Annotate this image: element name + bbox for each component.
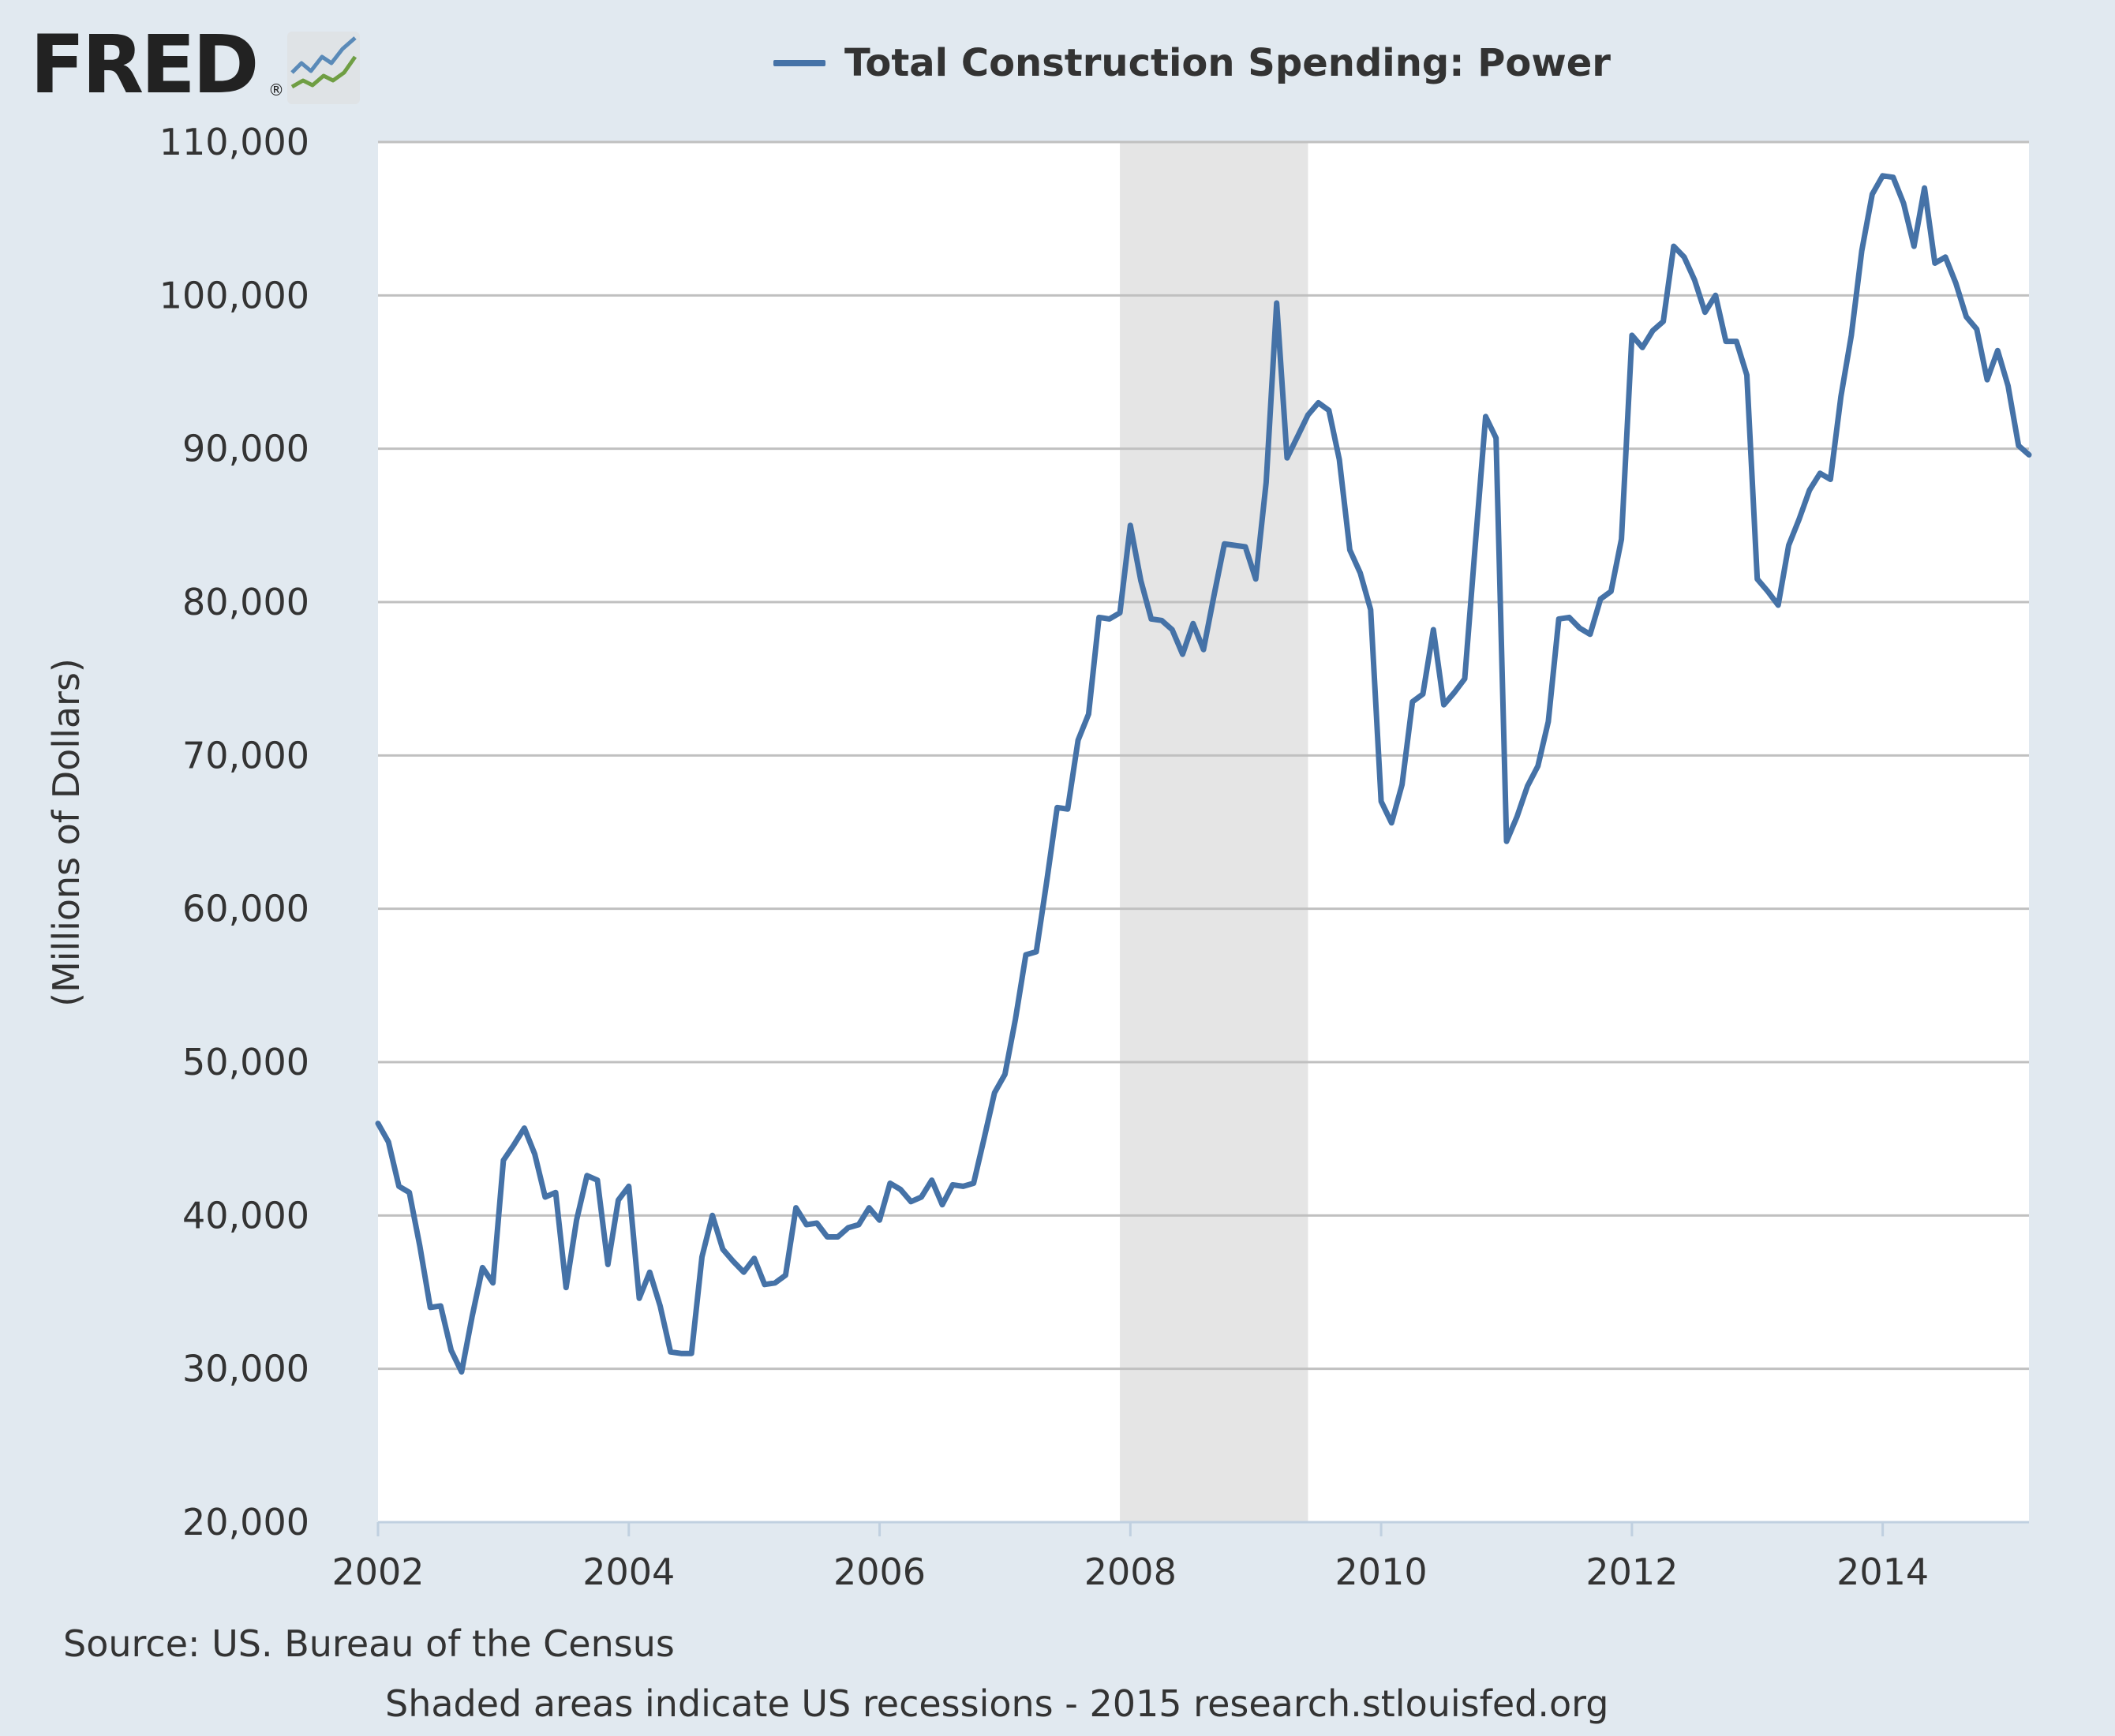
x-tick-label: 2002 [331,1551,424,1593]
x-tick-label: 2006 [833,1551,926,1593]
fred-logo-text: FRED [30,18,260,112]
y-tick-label: 60,000 [182,888,309,930]
y-tick-label: 70,000 [182,734,309,776]
registered-mark: ® [268,80,284,99]
y-tick-label: 110,000 [159,121,309,163]
legend-swatch [773,60,825,66]
x-tick-label: 2012 [1585,1551,1678,1593]
y-tick-label: 100,000 [159,274,309,316]
y-tick-label: 90,000 [182,428,309,470]
source-note: Source: US. Bureau of the Census [63,1622,675,1665]
chart-legend: Total Construction Spending: Power [773,39,1611,87]
recession-band [1120,142,1308,1522]
recession-note: Shaded areas indicate US recessions - 20… [385,1682,1609,1725]
line-graph-icon [287,32,360,104]
y-tick-label: 40,000 [182,1194,309,1237]
x-tick-label: 2008 [1084,1551,1177,1593]
y-tick-label: 80,000 [182,581,309,623]
y-tick-label: 20,000 [182,1501,309,1543]
x-tick-label: 2004 [582,1551,675,1593]
x-tick-label: 2010 [1335,1551,1428,1593]
legend-label: Total Construction Spending: Power [844,41,1611,85]
x-tick-label: 2014 [1836,1551,1929,1593]
fred-logo: FRED ® [30,22,369,109]
y-tick-label: 50,000 [182,1041,309,1083]
y-axis-label: (Millions of Dollars) [45,658,88,1007]
series-line-power [375,173,2032,1375]
y-tick-label: 30,000 [182,1348,309,1390]
